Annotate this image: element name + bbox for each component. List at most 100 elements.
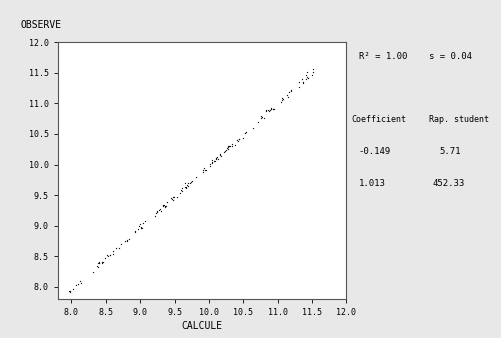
Point bbox=[201, 167, 209, 172]
Point bbox=[125, 236, 133, 241]
Point bbox=[287, 87, 295, 92]
Point bbox=[159, 203, 167, 208]
Point bbox=[209, 158, 217, 164]
Text: Coefficient: Coefficient bbox=[351, 115, 406, 124]
Text: 5.71: 5.71 bbox=[438, 147, 460, 156]
Point bbox=[162, 203, 170, 209]
Point bbox=[98, 260, 106, 265]
Point bbox=[222, 147, 230, 153]
Point bbox=[219, 149, 227, 155]
Point bbox=[123, 238, 131, 243]
Point bbox=[258, 114, 266, 119]
Point bbox=[158, 203, 166, 209]
Point bbox=[234, 136, 242, 142]
Point bbox=[153, 210, 161, 215]
Point bbox=[264, 107, 272, 113]
Point bbox=[185, 180, 193, 186]
X-axis label: CALCULE: CALCULE bbox=[181, 321, 222, 331]
Point bbox=[268, 106, 276, 112]
Point bbox=[212, 156, 220, 162]
Point bbox=[241, 131, 249, 136]
Point bbox=[224, 144, 232, 149]
Point bbox=[159, 202, 167, 208]
Point bbox=[208, 159, 216, 165]
Point bbox=[168, 197, 176, 202]
Point bbox=[276, 99, 284, 105]
Point bbox=[139, 220, 147, 226]
Point bbox=[213, 156, 221, 162]
Point bbox=[199, 167, 207, 172]
Point bbox=[135, 223, 143, 229]
Point bbox=[266, 107, 274, 112]
Point bbox=[178, 185, 186, 191]
Point bbox=[268, 107, 276, 112]
Point bbox=[241, 129, 249, 135]
Point bbox=[167, 196, 175, 201]
Point bbox=[93, 263, 101, 268]
Point bbox=[223, 146, 231, 151]
Point bbox=[183, 183, 191, 188]
Point bbox=[101, 256, 109, 261]
Point bbox=[103, 252, 111, 258]
Point bbox=[267, 105, 275, 111]
Point bbox=[121, 239, 129, 244]
Point bbox=[257, 114, 265, 119]
Point bbox=[182, 186, 190, 191]
Point bbox=[277, 95, 285, 100]
Point bbox=[133, 226, 141, 232]
Point bbox=[302, 69, 310, 74]
Point bbox=[212, 155, 220, 160]
Point bbox=[264, 108, 272, 113]
Point bbox=[74, 281, 82, 286]
Point bbox=[308, 66, 316, 71]
Point bbox=[308, 72, 316, 77]
Point bbox=[262, 108, 270, 114]
Point bbox=[180, 184, 188, 190]
Point bbox=[137, 224, 145, 230]
Point bbox=[298, 80, 306, 86]
Point bbox=[94, 261, 102, 266]
Point bbox=[156, 209, 164, 214]
Text: 1.013: 1.013 bbox=[358, 179, 385, 188]
Point bbox=[205, 163, 213, 169]
Point bbox=[176, 187, 184, 193]
Point bbox=[202, 167, 210, 172]
Point bbox=[215, 151, 223, 156]
Text: s = 0.04: s = 0.04 bbox=[428, 52, 471, 62]
Point bbox=[233, 138, 241, 143]
Point bbox=[206, 161, 214, 166]
Point bbox=[309, 69, 317, 74]
Text: Rap. student: Rap. student bbox=[428, 115, 488, 124]
Point bbox=[198, 169, 206, 175]
Point bbox=[191, 174, 199, 179]
Point bbox=[167, 195, 175, 201]
Point bbox=[208, 157, 216, 163]
Point bbox=[262, 108, 270, 113]
Point bbox=[224, 144, 232, 149]
Text: -0.149: -0.149 bbox=[358, 147, 390, 156]
Point bbox=[65, 289, 73, 294]
Point bbox=[181, 184, 189, 189]
Point bbox=[94, 264, 102, 269]
Point bbox=[116, 242, 124, 247]
Point bbox=[183, 184, 191, 189]
Point bbox=[257, 116, 265, 121]
Point bbox=[215, 152, 223, 157]
Point bbox=[260, 115, 268, 121]
Point bbox=[161, 204, 169, 209]
Point bbox=[303, 75, 311, 81]
Point bbox=[176, 190, 184, 195]
Point bbox=[253, 120, 261, 125]
Point bbox=[285, 89, 293, 95]
Point bbox=[98, 261, 106, 266]
Point bbox=[138, 225, 146, 231]
Point bbox=[284, 94, 292, 99]
Point bbox=[184, 180, 192, 186]
Point bbox=[109, 249, 117, 254]
Point bbox=[152, 209, 160, 214]
Point bbox=[295, 84, 303, 89]
Point bbox=[95, 260, 103, 265]
Point bbox=[230, 142, 238, 147]
Point bbox=[163, 199, 171, 205]
Point bbox=[160, 204, 168, 210]
